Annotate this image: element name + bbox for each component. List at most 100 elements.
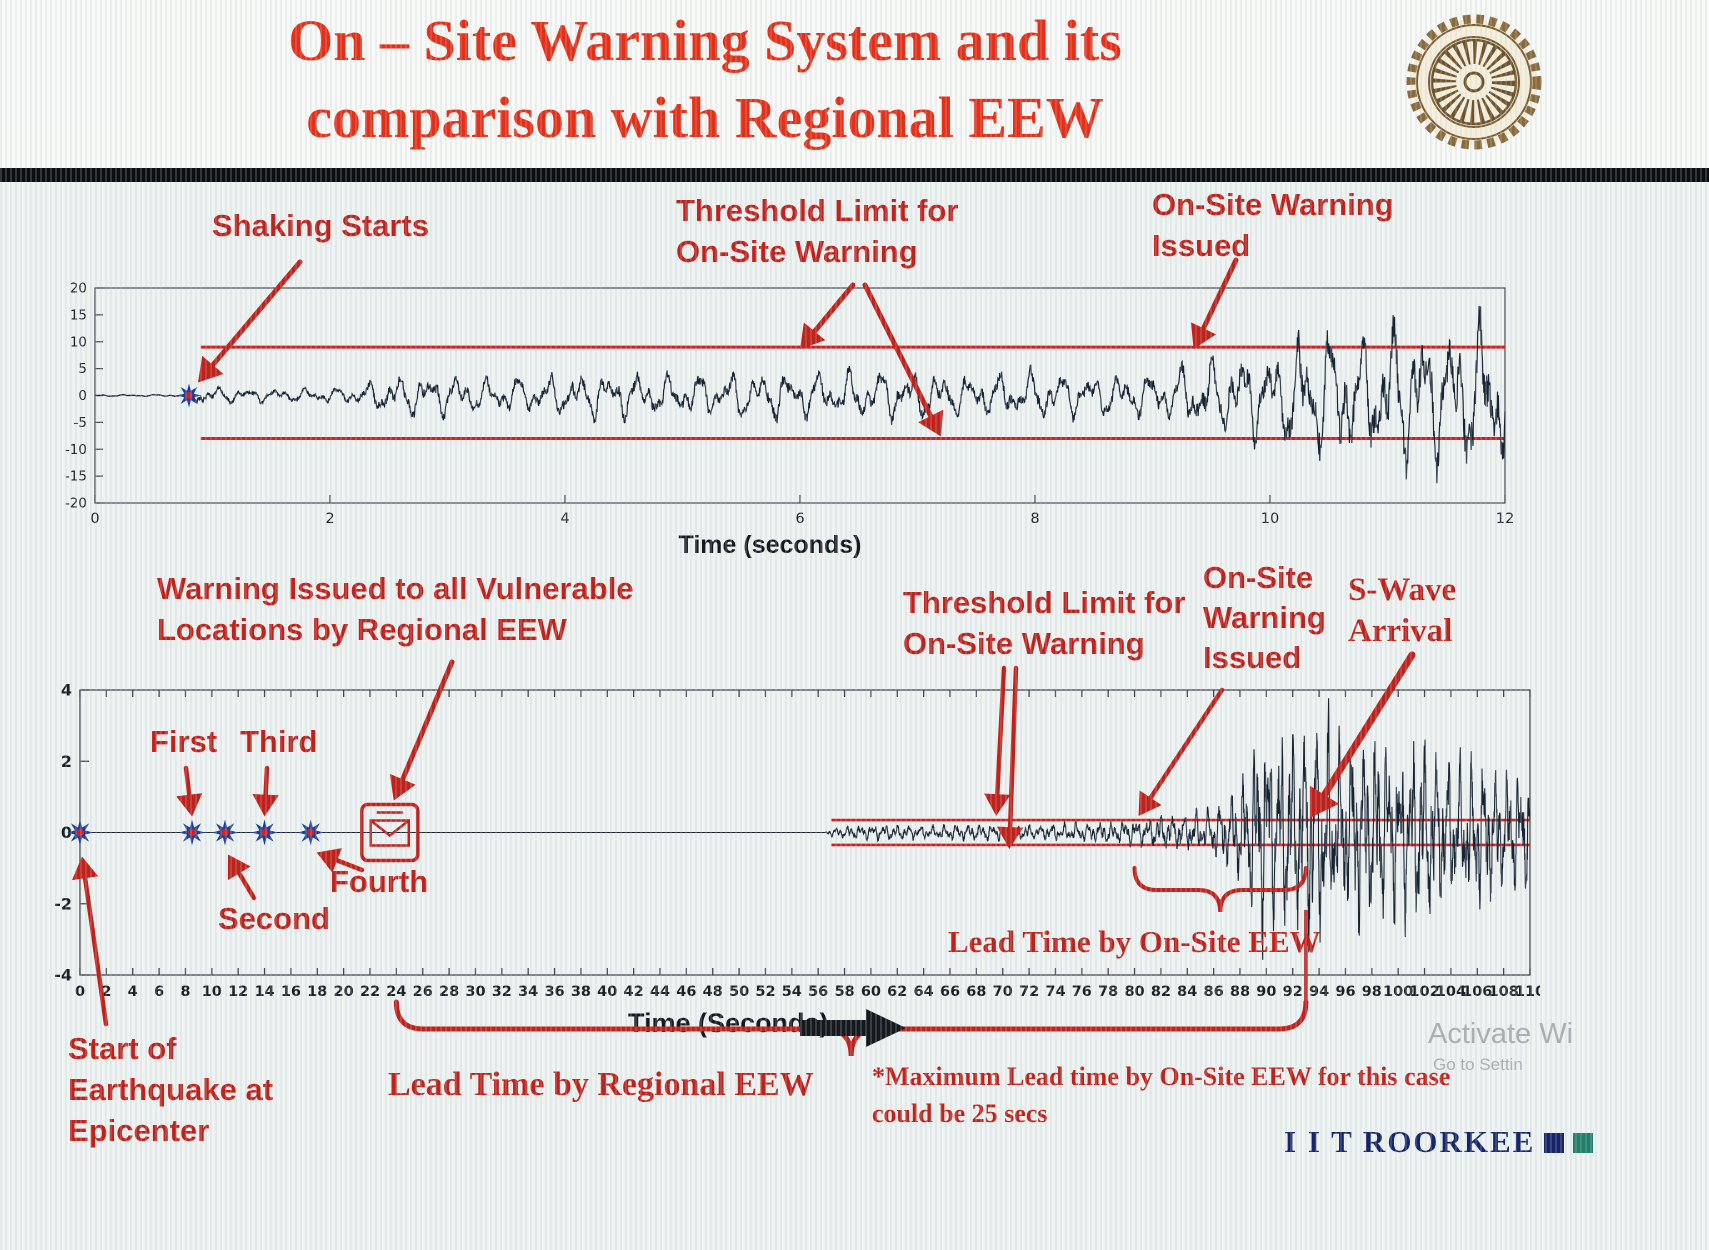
onsite-warning-issued-top-label: On-Site Warning Issued bbox=[1152, 184, 1394, 266]
s-wave-arrival-line1: S-Wave bbox=[1348, 572, 1457, 608]
svg-text:30: 30 bbox=[465, 984, 485, 1000]
third-pick-label: Third bbox=[240, 724, 318, 759]
fourth-pick-label: Fourth bbox=[330, 864, 429, 899]
start-earthquake-line3: Epicenter bbox=[68, 1113, 210, 1148]
svg-text:4: 4 bbox=[128, 984, 138, 1000]
onsite-warning-issued-bottom-line3: Issued bbox=[1203, 640, 1302, 675]
brand-square-teal-icon bbox=[1573, 1133, 1594, 1153]
go-to-settings-watermark: Go to Settin bbox=[1433, 1055, 1523, 1074]
svg-text:6: 6 bbox=[795, 511, 804, 527]
svg-text:56: 56 bbox=[808, 984, 828, 1000]
svg-text:94: 94 bbox=[1309, 984, 1329, 1000]
svg-text:90: 90 bbox=[1256, 984, 1276, 1000]
onsite-warning-issued-bottom-line2: Warning bbox=[1203, 600, 1326, 635]
svg-text:66: 66 bbox=[940, 984, 960, 1000]
svg-text:84: 84 bbox=[1177, 984, 1197, 1000]
svg-text:68: 68 bbox=[966, 984, 986, 1000]
onsite-warning-issued-bottom-label: On-Site Warning Issued bbox=[1203, 558, 1326, 678]
svg-text:24: 24 bbox=[386, 984, 406, 1000]
svg-text:8: 8 bbox=[180, 984, 190, 1000]
s-wave-arrival-label: S-Wave Arrival bbox=[1348, 570, 1456, 652]
top-chart-xlabel: Time (seconds) bbox=[678, 531, 862, 559]
svg-text:54: 54 bbox=[782, 984, 802, 1000]
svg-text:2: 2 bbox=[101, 984, 111, 1000]
start-earthquake-line1: Start of bbox=[68, 1031, 177, 1066]
svg-text:102: 102 bbox=[1409, 984, 1439, 1000]
svg-text:38: 38 bbox=[571, 984, 591, 1000]
svg-text:36: 36 bbox=[544, 984, 564, 1000]
svg-text:2: 2 bbox=[61, 752, 72, 771]
svg-text:4: 4 bbox=[560, 511, 569, 527]
svg-text:98: 98 bbox=[1362, 984, 1382, 1000]
svg-text:70: 70 bbox=[993, 984, 1013, 1000]
svg-text:15: 15 bbox=[70, 307, 87, 323]
slide-title-line2: comparison with Regional EEW bbox=[306, 85, 1104, 151]
svg-text:72: 72 bbox=[1019, 984, 1039, 1000]
svg-text:108: 108 bbox=[1488, 984, 1518, 1000]
svg-text:20: 20 bbox=[334, 984, 354, 1000]
regional-warning-line1: Warning Issued to all Vulnerable bbox=[157, 571, 634, 606]
start-earthquake-label: Start of Earthquake at Epicenter bbox=[68, 1028, 273, 1151]
svg-text:16: 16 bbox=[281, 984, 301, 1000]
threshold-limit-top-line1: Threshold Limit for bbox=[676, 193, 959, 228]
regional-comparison-chart: 420-2-40 2 4 6 8 10 12 14 16 18 20 22 24 26 28 30 32 34 36… bbox=[54, 681, 1540, 1001]
threshold-limit-top-label: Threshold Limit for On-Site Warning bbox=[676, 190, 958, 272]
svg-text:86: 86 bbox=[1204, 984, 1224, 1000]
svg-text:14: 14 bbox=[254, 984, 274, 1000]
threshold-limit-bottom-line2: On-Site Warning bbox=[903, 626, 1145, 661]
svg-text:0: 0 bbox=[61, 823, 72, 842]
svg-text:26: 26 bbox=[413, 984, 433, 1000]
svg-text:6: 6 bbox=[154, 984, 164, 1000]
svg-text:92: 92 bbox=[1283, 984, 1303, 1000]
bottom-chart-xlabel: Time (Seconds) bbox=[628, 1008, 829, 1038]
max-lead-footnote: *Maximum Lead time by On-Site EEW for th… bbox=[872, 1058, 1450, 1132]
svg-text:82: 82 bbox=[1151, 984, 1171, 1000]
iit-roorkee-wordmark: I I T ROORKEE bbox=[1284, 1124, 1594, 1160]
threshold-limit-bottom-line1: Threshold Limit for bbox=[903, 585, 1186, 620]
svg-text:50: 50 bbox=[729, 984, 749, 1000]
svg-text:18: 18 bbox=[307, 984, 327, 1000]
svg-text:96: 96 bbox=[1335, 984, 1355, 1000]
svg-text:104: 104 bbox=[1436, 984, 1466, 1000]
svg-text:-5: -5 bbox=[74, 415, 87, 431]
svg-text:42: 42 bbox=[624, 984, 644, 1000]
onsite-warning-issued-top-line1: On-Site Warning bbox=[1152, 187, 1394, 222]
svg-text:80: 80 bbox=[1124, 984, 1144, 1000]
threshold-limit-bottom-label: Threshold Limit for On-Site Warning bbox=[903, 582, 1185, 664]
svg-text:8: 8 bbox=[1030, 511, 1039, 527]
svg-text:-15: -15 bbox=[65, 469, 87, 485]
svg-text:10: 10 bbox=[202, 984, 222, 1000]
svg-text:2: 2 bbox=[325, 511, 334, 527]
svg-text:28: 28 bbox=[439, 984, 459, 1000]
threshold-limit-top-line2: On-Site Warning bbox=[676, 234, 918, 269]
svg-text:88: 88 bbox=[1230, 984, 1250, 1000]
lead-time-regional-label: Lead Time by Regional EEW bbox=[388, 1066, 814, 1103]
lead-time-onsite-label: Lead Time by On-Site EEW bbox=[948, 924, 1321, 959]
brand-text: I I T ROORKEE bbox=[1284, 1124, 1536, 1159]
second-pick-label: Second bbox=[218, 901, 330, 936]
svg-text:22: 22 bbox=[360, 984, 380, 1000]
svg-text:110: 110 bbox=[1515, 984, 1540, 1000]
svg-text:60: 60 bbox=[861, 984, 881, 1000]
max-lead-footnote-line1: *Maximum Lead time by On-Site EEW for th… bbox=[872, 1062, 1451, 1091]
svg-text:100: 100 bbox=[1383, 984, 1413, 1000]
svg-text:0: 0 bbox=[78, 388, 87, 404]
svg-text:40: 40 bbox=[597, 984, 617, 1000]
svg-text:74: 74 bbox=[1045, 984, 1065, 1000]
s-wave-arrival-line2: Arrival bbox=[1348, 613, 1453, 649]
svg-text:10: 10 bbox=[70, 334, 87, 350]
svg-text:106: 106 bbox=[1462, 984, 1492, 1000]
svg-text:5: 5 bbox=[78, 361, 87, 377]
svg-text:62: 62 bbox=[887, 984, 907, 1000]
slide-title-line1: On – Site Warning System and its bbox=[288, 8, 1122, 73]
brand-square-navy-icon bbox=[1544, 1133, 1565, 1153]
onsite-warning-issued-bottom-line1: On-Site bbox=[1203, 560, 1314, 595]
svg-text:12: 12 bbox=[228, 984, 248, 1000]
start-earthquake-line2: Earthquake at bbox=[68, 1072, 274, 1107]
svg-text:10: 10 bbox=[1261, 511, 1279, 527]
title-divider bbox=[0, 168, 1709, 182]
iit-roorkee-seal-icon bbox=[1398, 6, 1550, 163]
first-pick-label: First bbox=[150, 724, 218, 759]
slide-title: On – Site Warning System and its compari… bbox=[30, 2, 1380, 156]
